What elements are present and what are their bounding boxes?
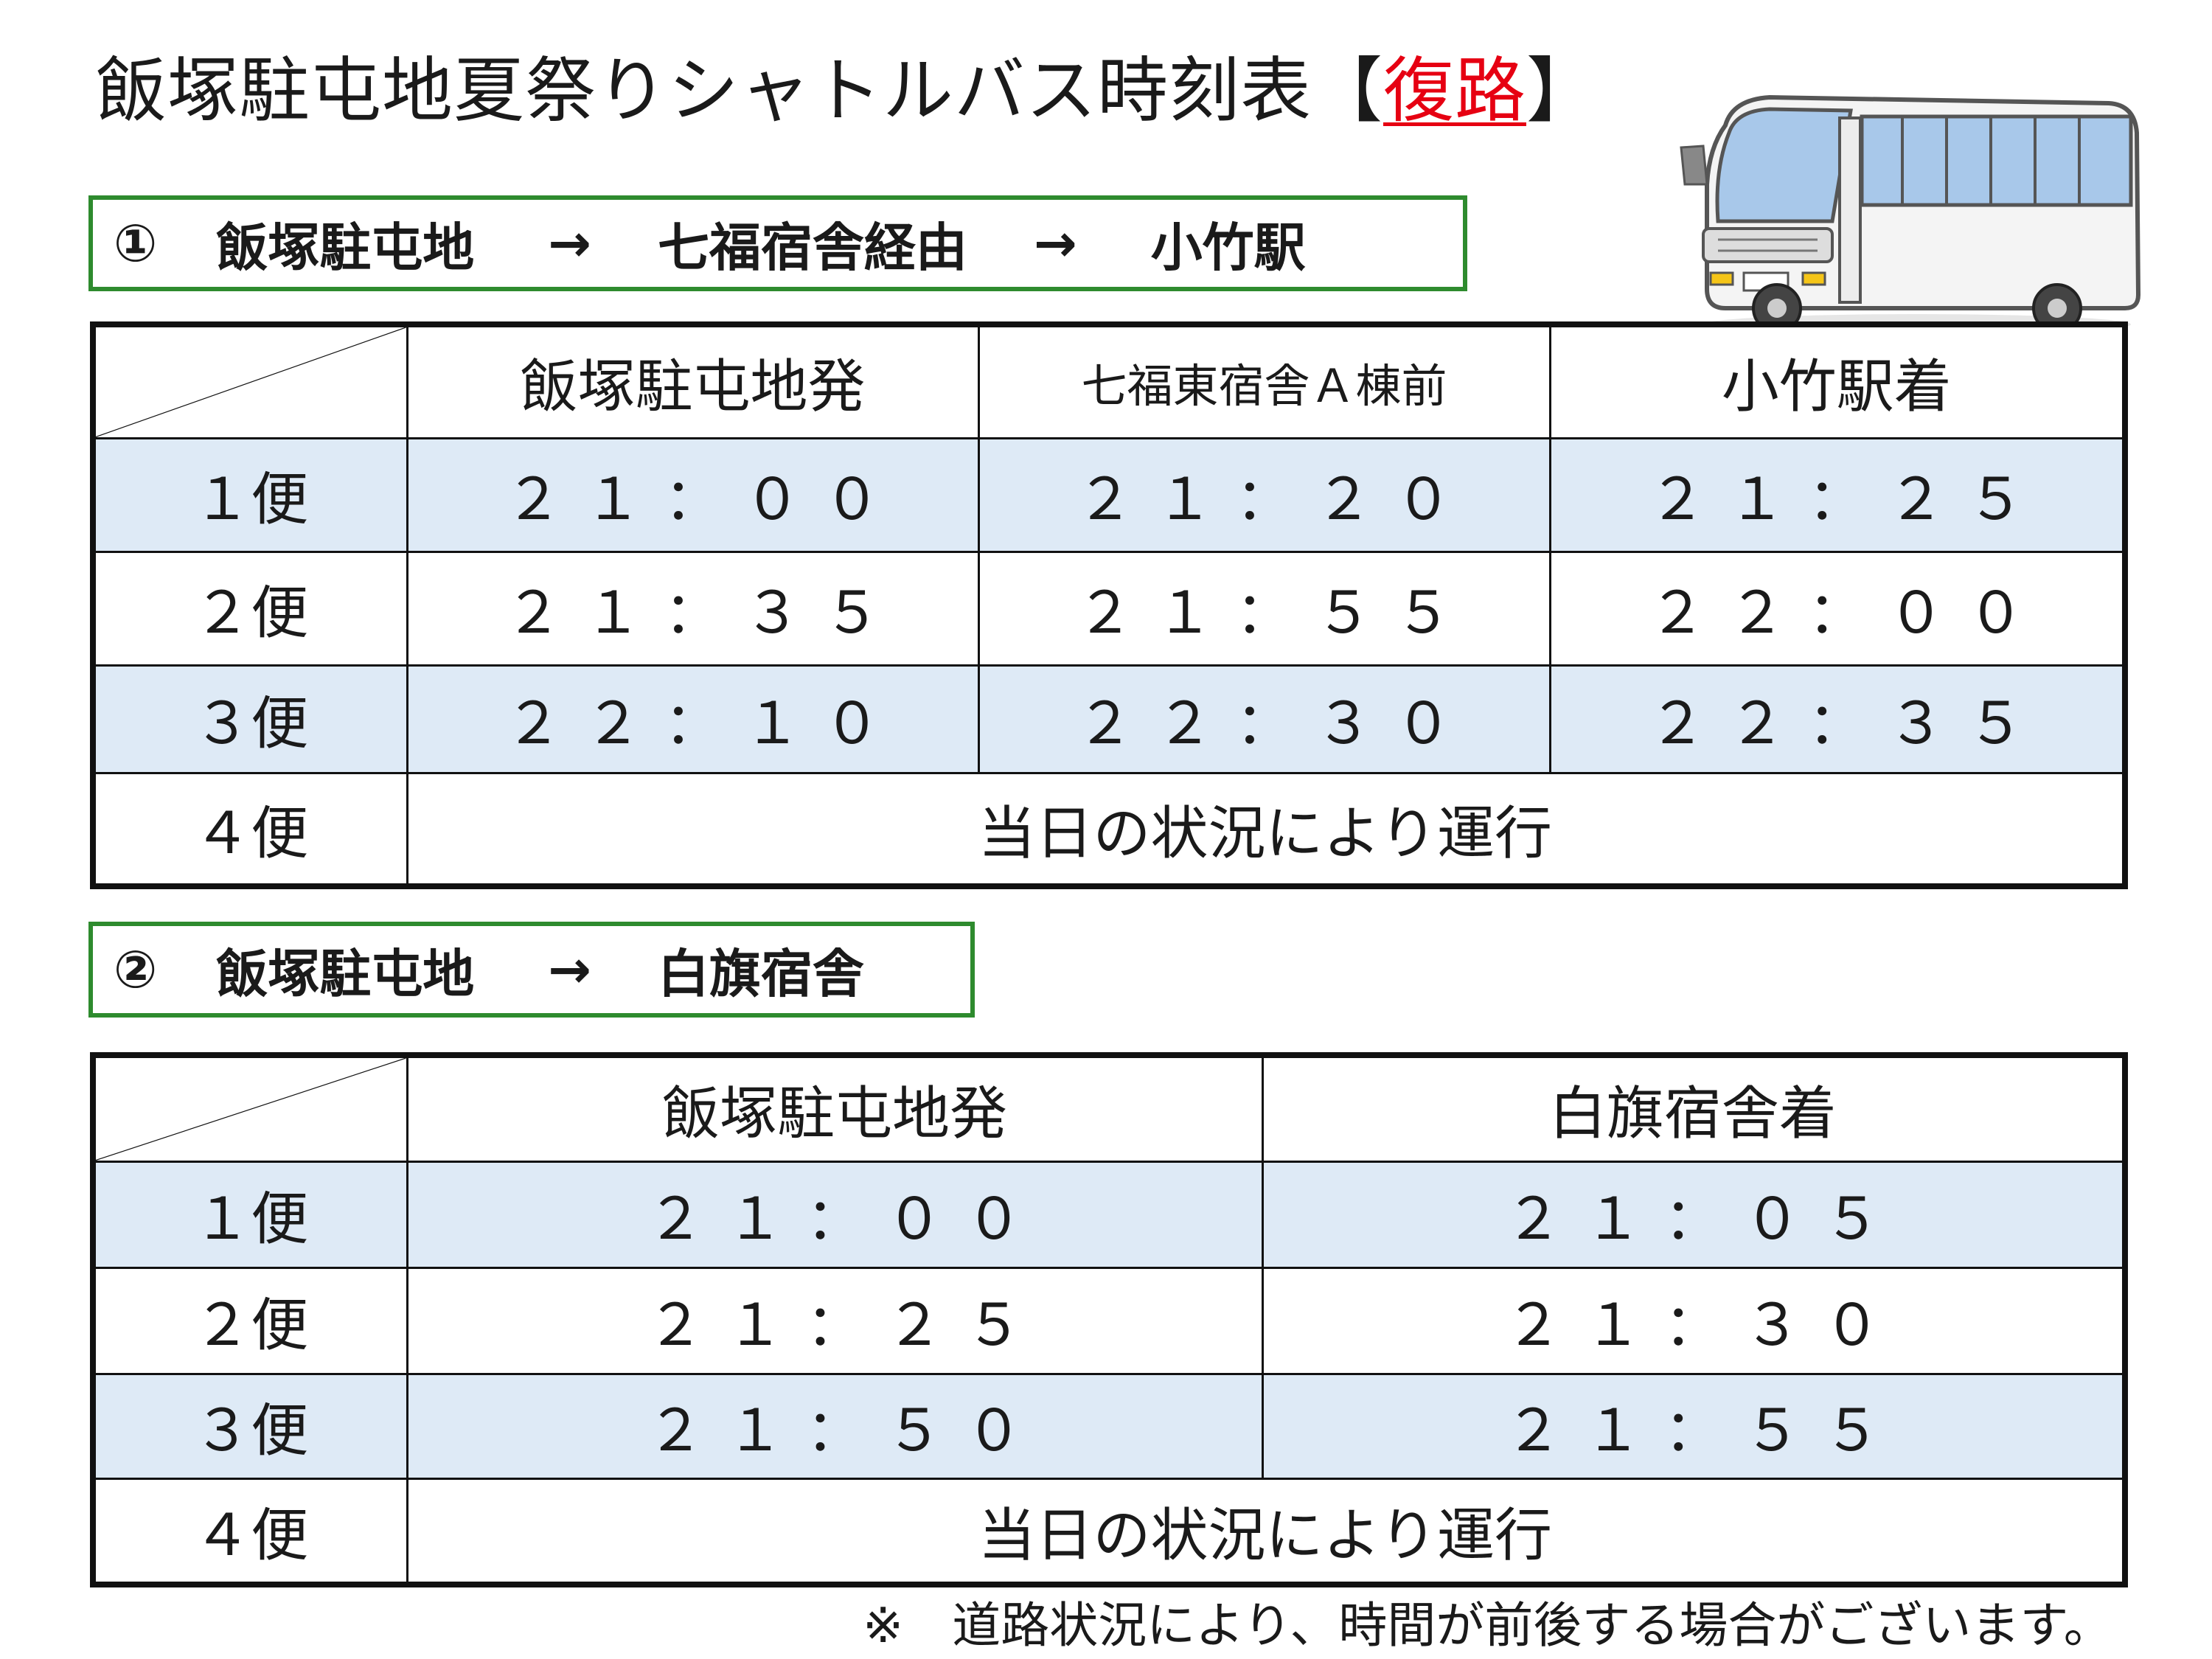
bus-icon xyxy=(1680,94,2141,335)
route1-via: 七福宿舎経由 xyxy=(657,217,967,278)
column-header: 白旗宿舎着 xyxy=(1261,1054,2126,1163)
table-corner-cell xyxy=(91,323,408,439)
trip-note: 当日の状況により運行 xyxy=(406,771,2126,888)
route2-timetable: 飯塚駐屯地発 白旗宿舎着 １便 ２１：００ ２１：０５ ２便 ２１：２５ ２１：… xyxy=(90,1052,2128,1587)
trip-label: ３便 xyxy=(91,1372,408,1480)
route1-number: ① xyxy=(114,213,158,274)
table-row: ４便 当日の状況により運行 xyxy=(91,771,2126,888)
table-row: １便 ２１：００ ２１：２０ ２１：２５ xyxy=(91,437,2126,553)
route2-heading: ② 飯塚駐屯地 → 白旗宿舎 xyxy=(88,922,975,1018)
time-cell: ２１：５５ xyxy=(1261,1372,2126,1480)
trip-label: １便 xyxy=(91,437,408,553)
route1-origin: 飯塚駐屯地 xyxy=(216,217,475,278)
time-cell: ２１：００ xyxy=(406,1160,1264,1269)
time-cell: ２２：１０ xyxy=(406,664,980,774)
table-row: ２便 ２１：２５ ２１：３０ xyxy=(91,1266,2126,1375)
trip-note: 当日の状況により運行 xyxy=(406,1477,2126,1586)
trip-label: ２便 xyxy=(91,1266,408,1375)
time-cell: ２１：００ xyxy=(406,437,980,553)
trip-label: １便 xyxy=(91,1160,408,1269)
time-cell: ２１：５０ xyxy=(406,1372,1264,1480)
time-cell: ２２：００ xyxy=(1548,550,2126,667)
table-row: １便 ２１：００ ２１：０５ xyxy=(91,1160,2126,1269)
column-header: 七福東宿舎Ａ棟前 xyxy=(977,323,1551,439)
trip-label: ４便 xyxy=(91,1477,408,1586)
time-cell: ２１：０５ xyxy=(1261,1160,2126,1269)
route1-arrow-2: → xyxy=(1033,213,1077,274)
column-header: 飯塚駐屯地発 xyxy=(406,1054,1264,1163)
time-cell: ２１：５５ xyxy=(977,550,1551,667)
route2-number: ② xyxy=(114,939,158,1000)
route1-heading: ① 飯塚駐屯地 → 七福宿舎経由 → 小竹駅 xyxy=(88,195,1467,291)
time-cell: ２１：２０ xyxy=(977,437,1551,553)
time-cell: ２１：３０ xyxy=(1261,1266,2126,1375)
table-corner-cell xyxy=(91,1054,408,1163)
title-close: 】 xyxy=(1526,49,1598,132)
title-accent: 復路 xyxy=(1383,49,1526,132)
time-cell: ２１：２５ xyxy=(1548,437,2126,553)
title-main: 飯塚駐屯地夏祭りシャトルバス時刻表【 xyxy=(96,49,1383,132)
column-header: 小竹駅着 xyxy=(1548,323,2126,439)
time-cell: ２１：２５ xyxy=(406,1266,1264,1375)
time-cell: ２１：３５ xyxy=(406,550,980,667)
route1-timetable: 飯塚駐屯地発 七福東宿舎Ａ棟前 小竹駅着 １便 ２１：００ ２１：２０ ２１：２… xyxy=(90,321,2128,889)
route1-dest: 小竹駅 xyxy=(1150,217,1306,278)
time-cell: ２２：３０ xyxy=(977,664,1551,774)
table-row: ４便 当日の状況により運行 xyxy=(91,1477,2126,1586)
table-row: ３便 ２１：５０ ２１：５５ xyxy=(91,1372,2126,1480)
route2-origin: 飯塚駐屯地 xyxy=(216,943,475,1004)
table-row: ２便 ２１：３５ ２１：５５ ２２：００ xyxy=(91,550,2126,667)
page-title: 飯塚駐屯地夏祭りシャトルバス時刻表【復路】 xyxy=(96,35,1598,146)
route1-arrow-1: → xyxy=(548,213,591,274)
column-header: 飯塚駐屯地発 xyxy=(406,323,980,439)
time-cell: ２２：３５ xyxy=(1548,664,2126,774)
trip-label: ３便 xyxy=(91,664,408,774)
trip-label: ２便 xyxy=(91,550,408,667)
footer-note: ※ 道路状況により、時間が前後する場合がございます。 xyxy=(863,1597,2112,1654)
route2-arrow-1: → xyxy=(548,939,591,1000)
trip-label: ４便 xyxy=(91,771,408,888)
route2-dest: 白旗宿舎 xyxy=(657,943,864,1004)
table-row: ３便 ２２：１０ ２２：３０ ２２：３５ xyxy=(91,664,2126,774)
